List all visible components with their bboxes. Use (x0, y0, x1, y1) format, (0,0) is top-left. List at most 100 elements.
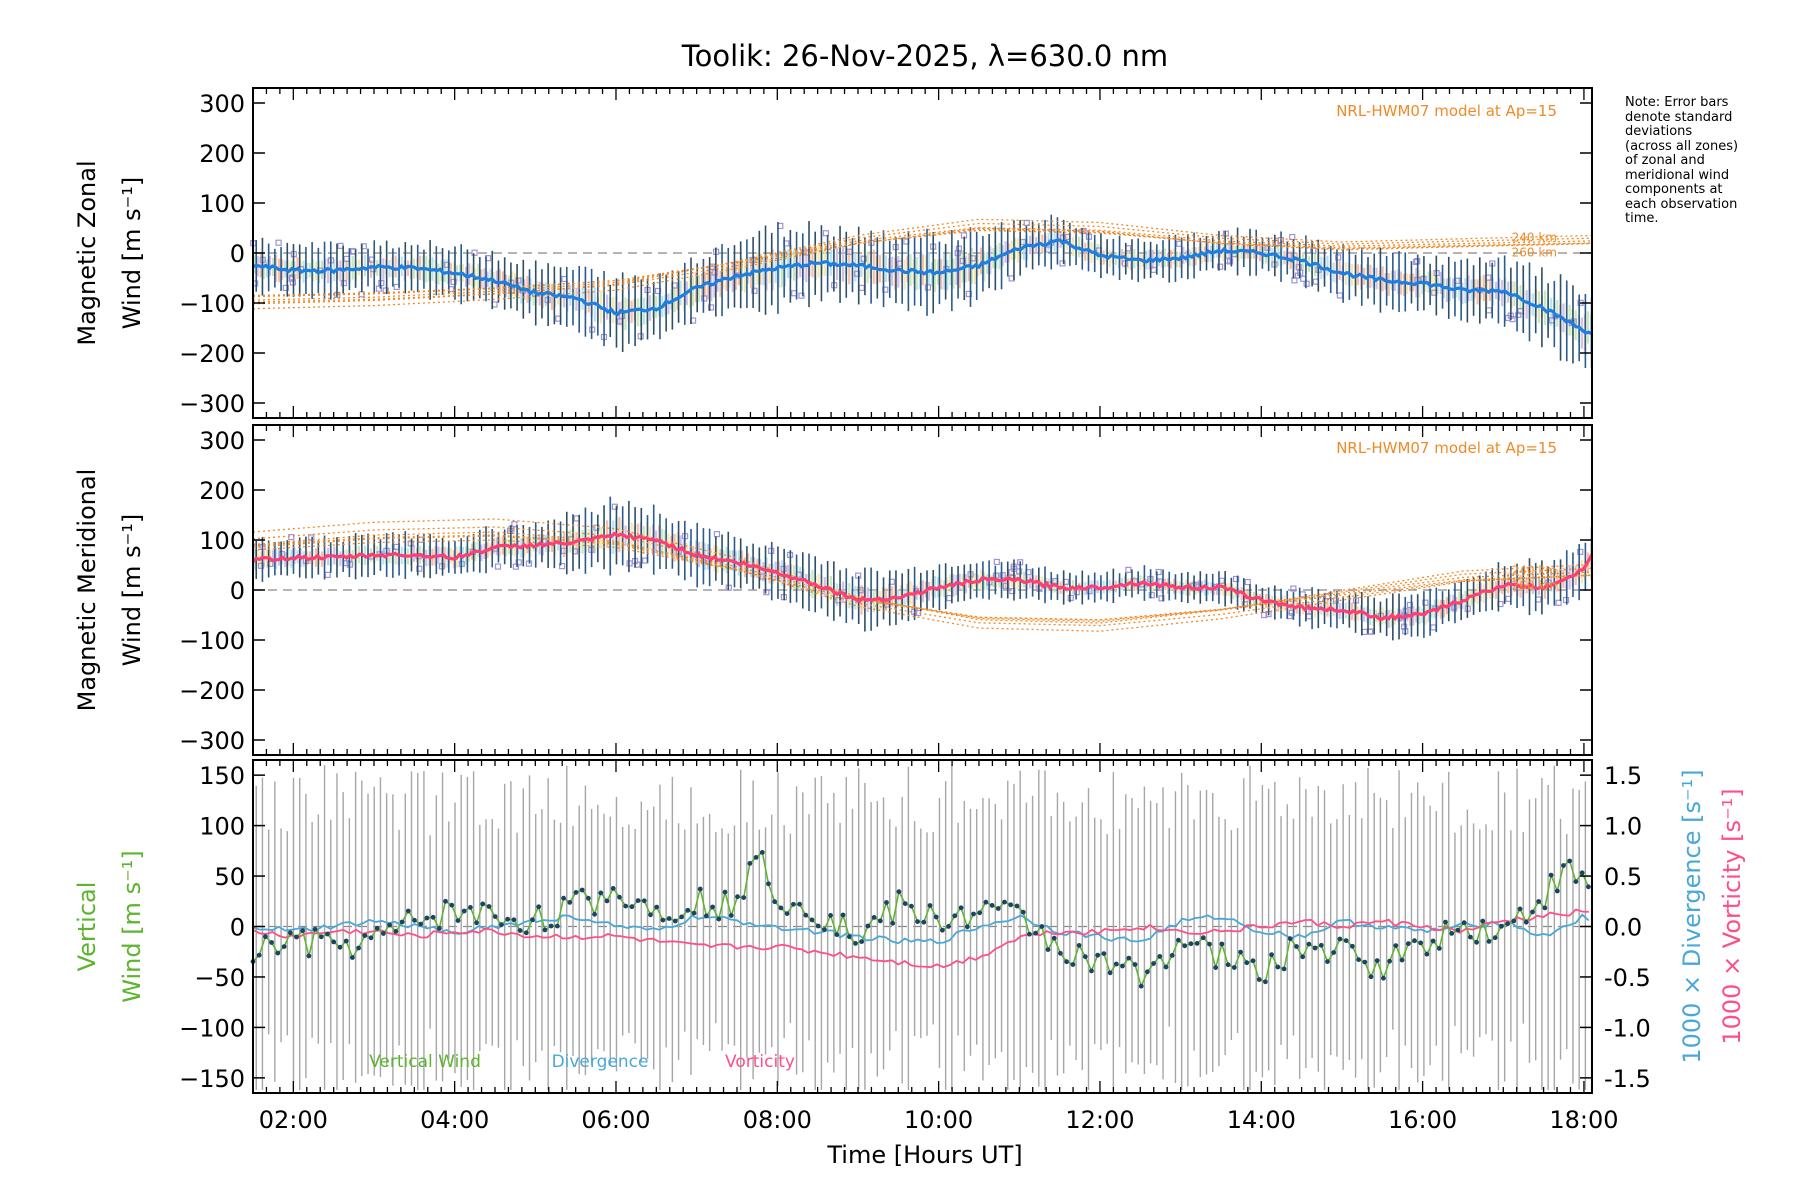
vertical-wind-point (430, 914, 436, 920)
outlier-point (1261, 611, 1268, 619)
model-curve (252, 228, 1593, 303)
model-curve (252, 222, 1593, 301)
vertical-wind-point (983, 899, 989, 905)
vertical-wind-point (784, 911, 790, 916)
vertical-wind-point (617, 894, 622, 900)
vertical-wind-point (1002, 899, 1007, 905)
vertical-wind-point (579, 887, 585, 893)
vertical-wind-point (1281, 966, 1287, 972)
vertical-wind-point (1554, 888, 1560, 894)
vertical-wind-point (1014, 903, 1020, 909)
outlier-point (450, 278, 457, 285)
outlier-point (751, 287, 758, 294)
vertical-wind-point (287, 930, 293, 936)
outlier-point (267, 560, 274, 568)
outlier-point (1413, 258, 1420, 266)
note-line: Note: Error bars (1625, 95, 1729, 110)
vertical-wind-point (728, 913, 734, 918)
outlier-point (257, 562, 265, 569)
outlier-point (275, 239, 282, 246)
outlier-point (515, 559, 522, 566)
vertical-wind-point (940, 927, 945, 933)
vertical-wind-point (884, 900, 889, 905)
outlier-point (511, 521, 518, 528)
vertical-wind-point (803, 912, 809, 918)
y-tick-label: 100 (199, 190, 245, 218)
y-tick-label: 50 (214, 863, 245, 891)
vertical-wind-point (766, 881, 771, 887)
vertical-wind-point (877, 918, 883, 924)
outlier-point (1291, 277, 1298, 284)
vertical-wind-point (648, 912, 653, 918)
vertical-wind-point (499, 922, 504, 928)
divergence-line (252, 913, 1590, 945)
vertical-wind-point (567, 900, 573, 905)
vertical-wind-point (530, 917, 535, 923)
vertical-wind-point (672, 918, 678, 924)
vertical-wind-point (1033, 930, 1038, 936)
vertical-wind-point (629, 904, 635, 910)
outlier-point (707, 304, 715, 311)
outlier-point (1422, 599, 1429, 606)
vertical-wind-point (542, 927, 548, 933)
outlier-point (763, 589, 770, 596)
vertical-wind-point (1076, 943, 1082, 948)
outlier-point (288, 534, 295, 541)
vertical-wind-point (281, 944, 287, 949)
y-tick-label: 300 (199, 90, 245, 118)
y-tick-label: −100 (179, 627, 245, 655)
vertical-wind-point (1107, 970, 1113, 976)
outlier-point (494, 563, 502, 570)
vertical-wind-point (554, 923, 560, 929)
outlier-point (1290, 585, 1297, 592)
vertical-wind-point (517, 928, 523, 933)
vertical-wind-point (1225, 962, 1231, 968)
note-line: deviations (1625, 124, 1693, 139)
vertical-wind-point (443, 898, 448, 904)
note-line: time. (1625, 211, 1659, 226)
vertical-wind-point (1045, 947, 1051, 952)
vertical-wind-point (486, 904, 492, 909)
vertical-wind-point (474, 920, 479, 926)
vertical-wind-point (1287, 936, 1293, 942)
vertical-wind-point (1393, 943, 1399, 948)
x-tick-label: 16:00 (1388, 1106, 1457, 1134)
note-line: of zonal and (1625, 153, 1705, 168)
vertical-wind-point (921, 919, 927, 925)
vertical-wind-point (890, 920, 896, 926)
vertical-wind-point (1312, 945, 1318, 951)
outlier-point (853, 270, 861, 277)
vertical-wind-point (306, 953, 312, 959)
y2-tick-label: -1.0 (1604, 1014, 1651, 1042)
vertical-wind-point (275, 950, 281, 956)
vertical-wind-point (1381, 975, 1386, 981)
y-tick-label: −200 (179, 340, 245, 368)
vertical-wind-point (710, 904, 715, 910)
vertical-wind-point (356, 945, 361, 951)
divergence-axis-label: 1000 × Divergence [s⁻¹] (1678, 769, 1706, 1063)
vertical-wind-point (865, 923, 871, 929)
model-alt-label: 240 km (1512, 563, 1557, 577)
vertical-wind-point (797, 901, 802, 907)
vertical-wind-point (368, 935, 374, 941)
vertical-wind-point (859, 939, 865, 944)
vertical-wind-point (1424, 951, 1430, 957)
outlier-point (924, 284, 932, 291)
vertical-wind-point (1542, 905, 1548, 911)
vertical-wind-point (269, 940, 274, 945)
note-line: components at (1625, 182, 1723, 197)
vertical-wind-point (753, 855, 759, 860)
vertical-wind-point (1325, 959, 1330, 964)
vertical-wind-point (1027, 931, 1032, 937)
vertical-wind-point (1567, 858, 1573, 864)
vertical-wind-point (337, 944, 343, 950)
vertical-wind-point (1082, 954, 1088, 960)
vertical-wind-point (741, 895, 747, 900)
vertical-wind-point (1200, 935, 1206, 941)
vertical-wind-point (1101, 951, 1107, 956)
y2-tick-label: -1.5 (1604, 1065, 1651, 1093)
x-tick-labels: 02:00 04:00 06:00 08:00 10:00 12:00 14:00 16:00… (259, 1106, 1619, 1134)
outlier-point (282, 284, 289, 291)
vertical-wind-point (1238, 949, 1243, 955)
